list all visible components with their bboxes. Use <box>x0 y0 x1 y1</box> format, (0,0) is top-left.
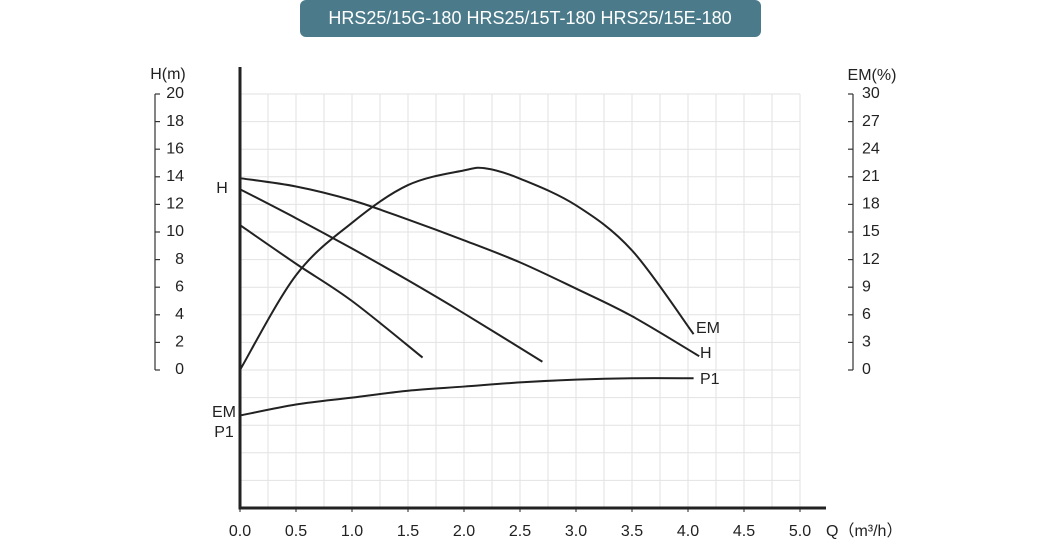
y-tick-label: 2 <box>175 334 184 351</box>
y-tick-label: 14 <box>166 168 184 185</box>
x-tick-label: 3.5 <box>621 523 643 540</box>
y2-tick-label: 12 <box>862 251 880 268</box>
curve-label: P1 <box>700 371 720 388</box>
y-tick-label: 12 <box>166 196 184 213</box>
y-tick-label: 16 <box>166 140 184 157</box>
y-axis-label: H(m) <box>150 66 186 83</box>
curve <box>239 177 700 358</box>
curve-label: EM <box>212 404 236 421</box>
x-tick-label: 0.5 <box>285 523 307 540</box>
y2-tick-label: 6 <box>862 306 871 323</box>
y2-tick-label: 27 <box>862 113 880 130</box>
y-tick-label: 6 <box>175 278 184 295</box>
x-tick-label: 4.5 <box>733 523 755 540</box>
title-box <box>300 0 761 37</box>
x-axis-label: Q（m³/h） <box>826 522 902 540</box>
x-tick-label: 4.0 <box>677 523 699 540</box>
x-tick-label: 1.5 <box>397 523 419 540</box>
curve <box>239 377 694 417</box>
y2-tick-label: 3 <box>862 334 871 351</box>
y-tick-label: 10 <box>166 223 184 240</box>
y-tick-label: 0 <box>175 361 184 378</box>
y2-tick-label: 24 <box>862 140 880 157</box>
x-tick-label: 2.0 <box>453 523 475 540</box>
x-tick-label: 2.5 <box>509 523 531 540</box>
x-tick-label: 0.0 <box>229 523 251 540</box>
curve <box>239 166 695 371</box>
curve-label: EM <box>696 320 720 337</box>
y2-tick-label: 9 <box>862 278 871 295</box>
curve <box>239 224 424 359</box>
y2-tick-label: 15 <box>862 223 880 240</box>
curve <box>239 188 543 363</box>
curve-label: H <box>216 180 228 197</box>
chart-title: HRS25/15G-180 HRS25/15T-180 HRS25/15E-18… <box>328 8 731 28</box>
x-tick-label: 3.0 <box>565 523 587 540</box>
x-tick-label: 1.0 <box>341 523 363 540</box>
curve-label: P1 <box>214 424 234 441</box>
y-tick-label: 8 <box>175 251 184 268</box>
curve-label: H <box>700 345 712 362</box>
y-tick-label: 18 <box>166 113 184 130</box>
y2-tick-label: 0 <box>862 361 871 378</box>
y2-tick-label: 21 <box>862 168 880 185</box>
x-tick-label: 5.0 <box>789 523 811 540</box>
y2-tick-label: 18 <box>862 196 880 213</box>
y-tick-label: 20 <box>166 85 184 102</box>
y2-axis-label: EM(%) <box>848 67 897 84</box>
y-tick-label: 4 <box>175 306 184 323</box>
y2-tick-label: 30 <box>862 85 880 102</box>
